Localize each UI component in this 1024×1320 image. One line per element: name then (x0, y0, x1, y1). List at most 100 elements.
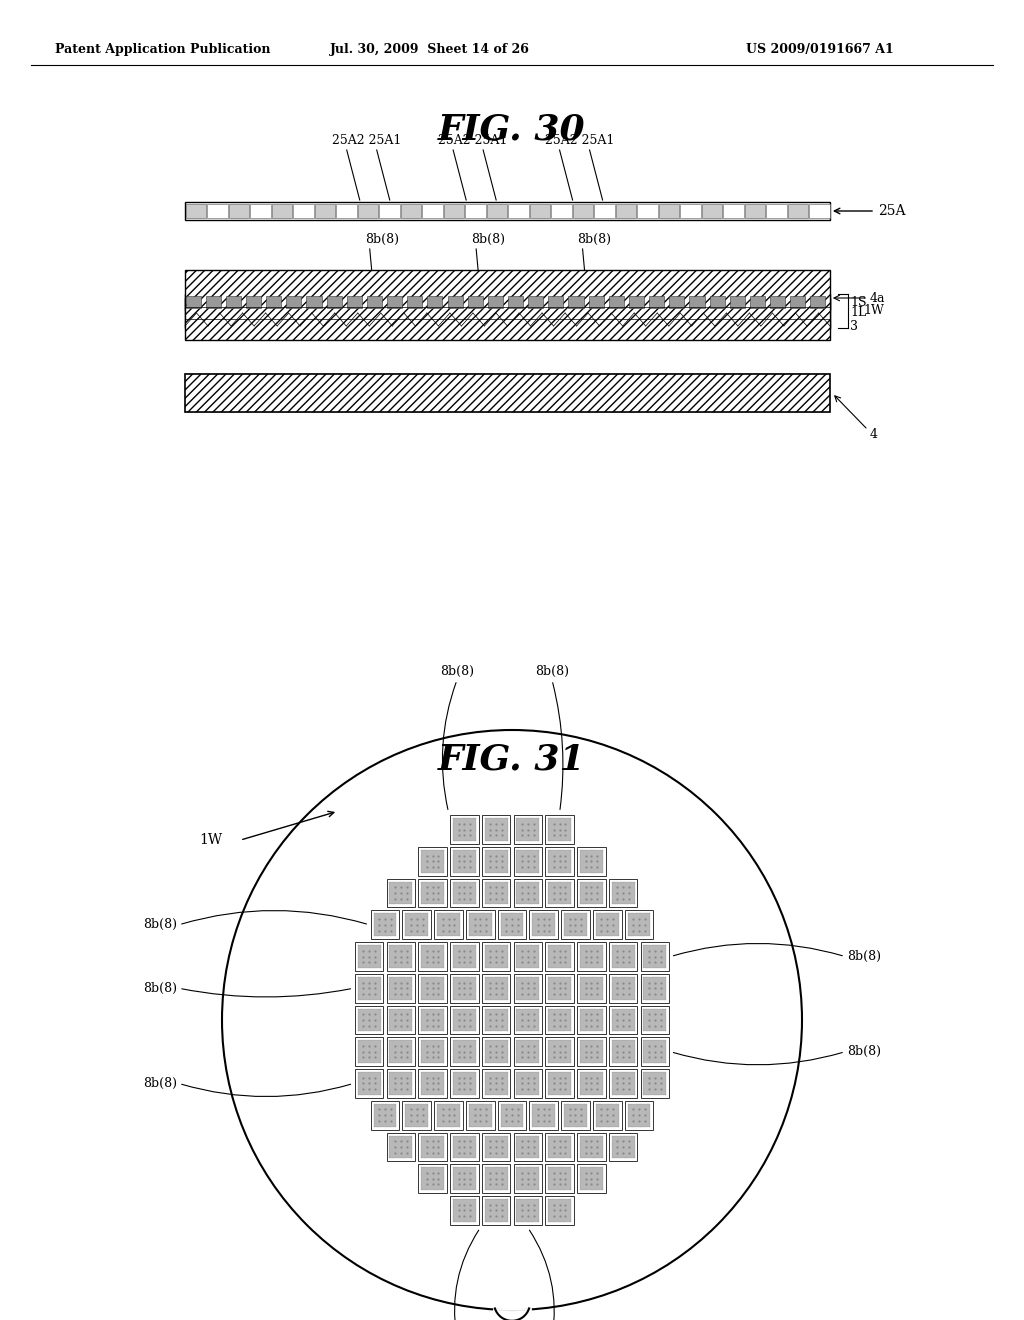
Bar (406, 1104, 428, 1127)
Bar (628, 1104, 650, 1127)
Bar (389, 977, 413, 999)
Bar (481, 1006, 510, 1035)
Bar (578, 1164, 606, 1193)
Bar (545, 847, 573, 875)
Bar (625, 911, 653, 939)
Bar (451, 1133, 479, 1162)
Bar (387, 974, 416, 1003)
Bar (465, 205, 485, 218)
Bar (418, 1006, 446, 1035)
Bar (389, 1135, 413, 1159)
Bar (387, 942, 416, 970)
Bar (545, 1006, 573, 1035)
Text: FIG. 31: FIG. 31 (438, 743, 586, 777)
Bar (611, 1008, 635, 1031)
Bar (561, 1101, 590, 1130)
Bar (615, 205, 636, 218)
Bar (643, 945, 667, 968)
Bar (327, 296, 342, 308)
Text: 8b(8): 8b(8) (143, 982, 177, 995)
Bar (611, 977, 635, 999)
Text: 4: 4 (870, 428, 878, 441)
Bar (551, 205, 571, 218)
Bar (389, 1008, 413, 1031)
Bar (451, 879, 479, 907)
Bar (513, 879, 543, 907)
Bar (545, 816, 573, 843)
Bar (484, 1135, 508, 1159)
Bar (418, 974, 446, 1003)
Bar (637, 205, 657, 218)
Bar (354, 1069, 383, 1098)
Bar (469, 1104, 492, 1127)
Bar (501, 913, 523, 936)
Bar (608, 879, 637, 907)
Bar (580, 850, 603, 873)
Bar (701, 205, 722, 218)
Bar (578, 847, 606, 875)
Bar (516, 1008, 540, 1031)
Bar (516, 1199, 540, 1222)
Bar (387, 1069, 416, 1098)
Text: 25A: 25A (878, 205, 905, 218)
Bar (421, 882, 444, 904)
Bar (450, 1006, 478, 1035)
Bar (387, 879, 416, 907)
Bar (577, 942, 605, 970)
Bar (486, 205, 507, 218)
Text: 4a: 4a (870, 292, 886, 305)
Bar (434, 911, 463, 939)
Bar (481, 1069, 510, 1098)
Bar (611, 945, 635, 968)
Bar (450, 974, 478, 1003)
Bar (791, 296, 805, 308)
Bar (482, 1164, 511, 1193)
Bar (501, 1104, 523, 1127)
Bar (611, 1072, 635, 1096)
Bar (608, 974, 637, 1003)
Bar (387, 296, 402, 308)
Bar (766, 205, 786, 218)
Bar (453, 818, 476, 841)
Bar (611, 882, 635, 904)
Bar (421, 945, 444, 968)
Bar (532, 913, 555, 936)
Bar (185, 322, 830, 330)
Bar (437, 1104, 460, 1127)
Bar (250, 205, 270, 218)
Bar (357, 945, 381, 968)
Bar (389, 882, 413, 904)
Bar (453, 1167, 476, 1191)
Bar (185, 374, 830, 412)
Bar (608, 942, 637, 970)
Bar (625, 1101, 653, 1130)
Bar (347, 296, 361, 308)
Bar (608, 1006, 637, 1035)
Bar (421, 850, 444, 873)
Text: 25A2 25A1: 25A2 25A1 (438, 135, 508, 147)
Bar (532, 1104, 555, 1127)
Text: 8b(8): 8b(8) (143, 919, 177, 932)
Bar (453, 1135, 476, 1159)
Bar (419, 1133, 447, 1162)
Bar (561, 911, 590, 939)
Bar (641, 974, 670, 1003)
Bar (513, 847, 543, 875)
Bar (545, 1038, 573, 1067)
Bar (629, 296, 644, 308)
Bar (357, 1008, 381, 1031)
Bar (453, 1072, 476, 1096)
Bar (418, 1069, 446, 1098)
Bar (389, 1072, 413, 1096)
Bar (548, 977, 571, 999)
Bar (596, 913, 618, 936)
Bar (185, 296, 201, 308)
Bar (450, 1038, 478, 1067)
Bar (453, 1008, 476, 1031)
Bar (451, 847, 479, 875)
Bar (680, 205, 700, 218)
Bar (513, 974, 543, 1003)
Bar (513, 1006, 543, 1035)
Bar (545, 879, 573, 907)
Bar (580, 882, 603, 904)
